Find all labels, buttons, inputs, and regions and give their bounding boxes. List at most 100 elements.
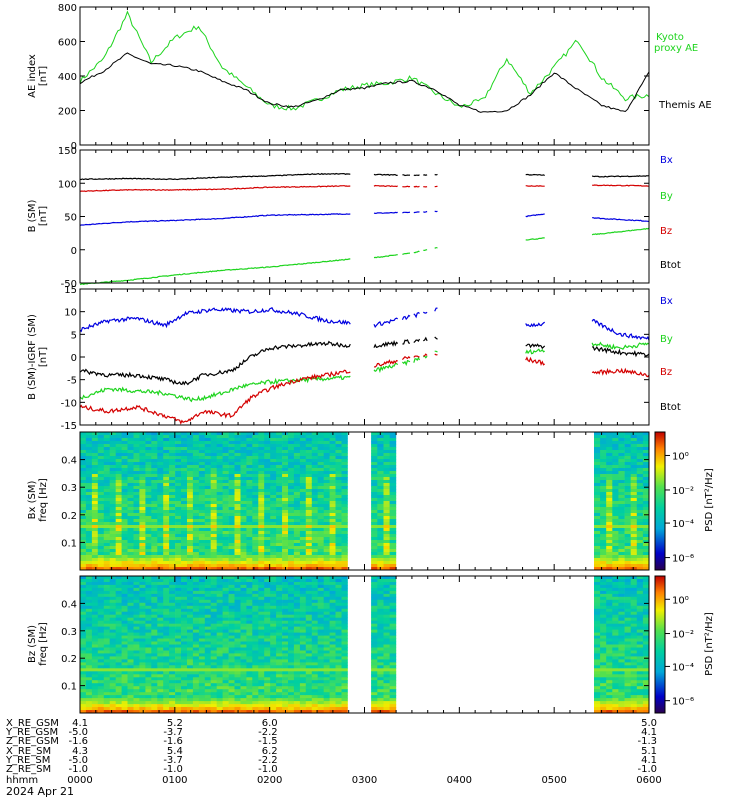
spectrogram-cell [175, 641, 182, 645]
spectrogram-cell [222, 534, 229, 538]
spectrogram-cell [234, 593, 241, 598]
spectrogram-cell [270, 641, 277, 645]
spectrogram-cell [169, 644, 176, 648]
spectrogram-cell [109, 587, 116, 592]
spectrogram-cell [377, 513, 384, 517]
spectrogram-cell [216, 629, 223, 633]
spectrogram-cell [204, 674, 212, 678]
spectrogram-cell [288, 641, 295, 645]
spectrogram-cell [311, 653, 319, 657]
spectrogram-cell [85, 567, 93, 571]
spectrogram-cell [103, 510, 111, 514]
spectrogram-cell [612, 444, 619, 448]
spectrogram-cell [175, 629, 182, 633]
spectrogram-cell [606, 453, 613, 457]
spectrogram-cell [175, 659, 182, 663]
spectrogram-cell [127, 435, 134, 439]
spectrogram-cell [139, 582, 146, 586]
spectrogram-cell [258, 474, 265, 478]
spectrogram-cell [204, 432, 212, 436]
spectrogram-cell [151, 438, 158, 442]
spectrogram-cell [630, 513, 638, 517]
spectrogram-cell [145, 561, 152, 565]
spectrogram-cell [204, 441, 212, 445]
spectrogram-cell [270, 576, 277, 580]
spectrogram-cell [282, 558, 289, 562]
spectrogram-cell [606, 537, 613, 541]
spectrogram-cell [139, 435, 146, 439]
spectrogram-cell [341, 549, 348, 553]
spectrogram-cell [192, 632, 200, 636]
spectrogram-cell [335, 468, 342, 472]
spectrogram-cell [606, 564, 613, 568]
spectrogram-cell [103, 596, 111, 601]
spectrogram-cell [624, 558, 632, 562]
spectrogram-cell [204, 474, 212, 478]
spectrogram-cell [252, 707, 259, 711]
spectrogram-cell [270, 453, 277, 457]
spectrogram-cell [163, 486, 170, 490]
spectrogram-cell [252, 495, 259, 499]
spectrogram-cell [198, 605, 206, 610]
spectrogram-cell [276, 492, 283, 496]
spectrogram-cell [270, 519, 277, 523]
spectrogram-cell [175, 480, 182, 484]
spectrogram-cell [293, 471, 301, 475]
spectrogram-cell [282, 656, 289, 660]
spectrogram-cell [228, 501, 235, 505]
spectrogram-cell [276, 549, 283, 553]
spectrogram-cell [151, 486, 158, 490]
spectrogram-cell [341, 471, 348, 475]
spectrogram-cell [80, 453, 87, 457]
spectrogram-cell [305, 695, 313, 699]
spectrogram-cell [210, 582, 217, 586]
spectrogram-cell [157, 608, 164, 613]
spectrogram-cell [612, 543, 619, 547]
spectrogram-cell [91, 498, 99, 502]
spectrogram-cell [91, 477, 99, 481]
spectrogram-cell [600, 441, 607, 445]
spectrogram-cell [145, 656, 152, 660]
spectrogram-cell [151, 617, 158, 622]
spectrogram-cell [371, 432, 378, 436]
spectrogram-cell [317, 567, 324, 571]
spectrogram-cell [85, 507, 93, 511]
spectrogram-cell [204, 534, 212, 538]
spectrogram-cell [329, 450, 336, 454]
spectrogram-cell [299, 704, 307, 708]
spectrogram-cell [288, 498, 295, 502]
spectrogram-cell [234, 513, 241, 517]
spectrogram-cell [305, 683, 313, 687]
spectrogram-cell [335, 453, 342, 457]
spectrogram-cell [276, 701, 283, 705]
spectrogram-cell [299, 710, 307, 714]
spectrogram-cell [157, 602, 164, 607]
spectrogram-cell [175, 614, 182, 619]
spectrogram-cell [109, 680, 116, 684]
spectrogram-cell [264, 540, 271, 544]
spectrogram-cell [121, 567, 128, 571]
spectrogram-cell [276, 471, 283, 475]
spectrogram-cell [234, 441, 241, 445]
spectrogram-cell [612, 462, 619, 466]
spectrogram-cell [204, 680, 212, 684]
spectrogram-cell [127, 698, 134, 702]
spectrogram-cell [109, 489, 116, 493]
spectrogram-cell [606, 516, 613, 520]
spectrogram-cell [317, 662, 324, 666]
spectrogram-cell [187, 635, 194, 639]
spectrogram-cell [293, 590, 301, 595]
spectrogram-cell [612, 447, 619, 451]
spectrogram-cell [127, 680, 134, 684]
spectrogram-cell [299, 483, 307, 487]
spectrogram-cell [222, 459, 229, 463]
ae-ylabel: AE index [27, 54, 38, 98]
spectrogram-cell [80, 665, 87, 669]
spectrogram-cell [145, 474, 152, 478]
spectrogram-cell [335, 513, 342, 517]
spectrogram-cell [276, 480, 283, 484]
spectrogram-cell [630, 504, 638, 508]
bx-spec-ylabel: Bx (SM) [27, 481, 38, 520]
spectrogram-cell [91, 671, 99, 675]
spectrogram-cell [288, 665, 295, 669]
